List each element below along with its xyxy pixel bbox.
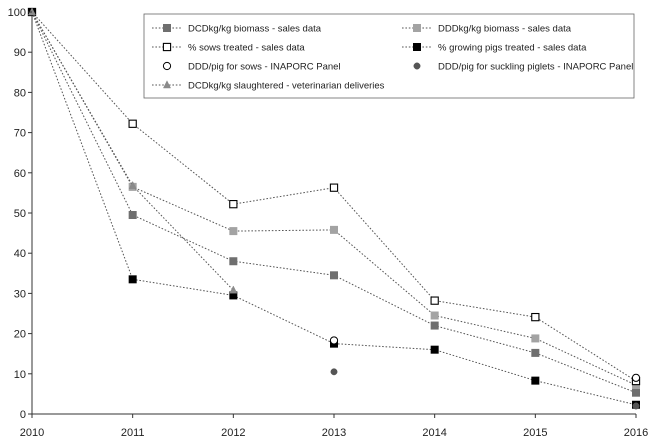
- series-6: [330, 368, 640, 410]
- x-tick-label: 2010: [20, 427, 44, 439]
- data-point: [531, 376, 540, 385]
- y-tick-label: 70: [14, 128, 26, 140]
- data-point: [632, 388, 641, 397]
- y-tick-label: 60: [14, 168, 26, 180]
- y-tick-label: 90: [14, 47, 26, 59]
- series-layer: [27, 7, 641, 410]
- x-tick-label: 2015: [523, 427, 547, 439]
- legend-item: % sows treated - sales data: [152, 43, 305, 54]
- x-axis-ticks: 2010 2011 2012 2013 2014 2015 2016: [20, 414, 648, 439]
- data-point: [128, 211, 137, 220]
- series-5: [329, 336, 641, 382]
- legend-swatch-marker: [412, 43, 421, 52]
- y-tick-label: 30: [14, 288, 26, 300]
- legend-label: % sows treated - sales data: [188, 43, 305, 54]
- y-tick-label: 80: [14, 87, 26, 99]
- data-point: [631, 373, 641, 382]
- data-point: [430, 321, 439, 330]
- data-point: [430, 345, 439, 354]
- legend-item: DDDkg/kg biomass - sales data: [402, 24, 572, 35]
- data-point: [128, 119, 137, 128]
- y-tick-label: 0: [20, 409, 26, 421]
- y-tick-label: 40: [14, 248, 26, 260]
- data-point: [632, 402, 640, 410]
- legend-item: DCDkg/kg biomass - sales data: [152, 24, 322, 35]
- data-point: [229, 257, 238, 266]
- series-7: [27, 7, 238, 294]
- data-point: [229, 200, 238, 209]
- data-point: [229, 285, 238, 294]
- x-tick-label: 2011: [121, 427, 145, 439]
- legend: DCDkg/kg biomass - sales data DDDkg/kg bi…: [143, 13, 635, 99]
- data-point: [531, 334, 540, 343]
- data-point: [27, 7, 37, 16]
- legend-item: DCDkg/kg slaughtered - veterinarian deli…: [152, 80, 385, 92]
- data-point: [329, 183, 339, 192]
- legend-label: DDD/pig for sows - INAPORC Panel: [188, 62, 341, 73]
- legend-swatch-marker: [162, 61, 172, 71]
- y-tick-label: 50: [14, 208, 26, 220]
- legend-swatch-marker: [413, 62, 421, 70]
- x-tick-label: 2016: [624, 427, 648, 439]
- legend-item: DDD/pig for sows - INAPORC Panel: [162, 61, 341, 73]
- data-point: [430, 311, 439, 320]
- legend-label: DCDkg/kg biomass - sales data: [188, 24, 322, 35]
- legend-swatch-marker: [162, 80, 172, 89]
- y-axis-ticks: 0 10 20 30 40 50 60 70 80 90 100: [8, 7, 32, 421]
- x-tick-label: 2014: [422, 427, 446, 439]
- data-point: [531, 348, 540, 357]
- legend-item: % growing pigs treated - sales data: [402, 43, 587, 54]
- legend-label: DCDkg/kg slaughtered - veterinarian deli…: [188, 81, 385, 92]
- legend-box: [143, 13, 635, 99]
- legend-label: DDDkg/kg biomass - sales data: [438, 24, 572, 35]
- data-point: [128, 180, 137, 189]
- y-tick-label: 20: [14, 329, 26, 341]
- data-point: [330, 368, 338, 376]
- legend-swatch-marker: [412, 23, 421, 32]
- x-tick-label: 2012: [221, 427, 245, 439]
- data-point: [229, 227, 238, 236]
- data-point: [329, 336, 339, 345]
- legend-swatch-marker: [162, 42, 172, 52]
- x-tick-label: 2013: [322, 427, 346, 439]
- legend-label: % growing pigs treated - sales data: [438, 43, 587, 54]
- y-tick-label: 10: [14, 369, 26, 381]
- legend-swatch-marker: [162, 23, 171, 32]
- legend-label: DDD/pig for suckling piglets - INAPORC P…: [438, 62, 633, 73]
- data-point: [329, 271, 338, 280]
- data-point: [430, 296, 439, 305]
- y-tick-label: 100: [8, 7, 26, 19]
- legend-item: DDD/pig for suckling piglets - INAPORC P…: [413, 62, 633, 73]
- data-point: [531, 312, 540, 322]
- data-point: [128, 275, 137, 284]
- data-point: [329, 225, 338, 234]
